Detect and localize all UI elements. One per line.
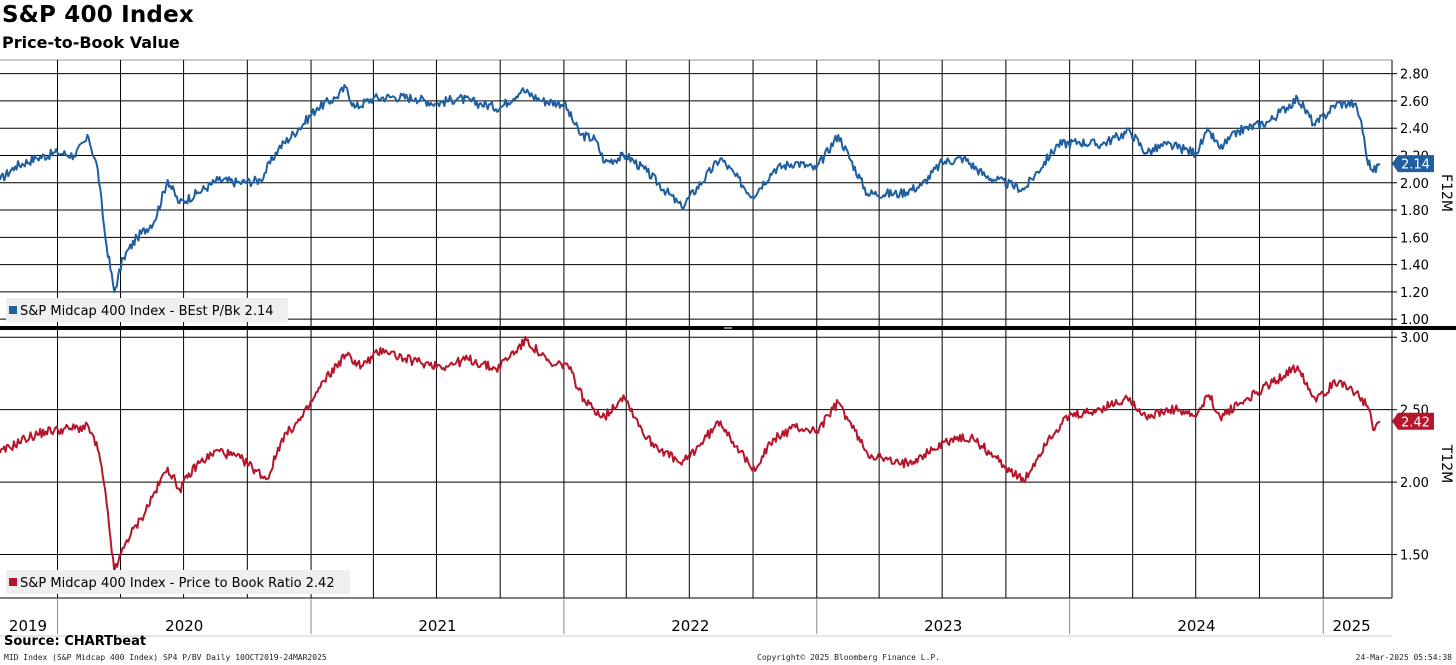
top-ytick-label: 2.40 [1400, 122, 1429, 137]
bottom-legend-swatch [9, 578, 17, 586]
bottom-last-value-label: 2.42 [1401, 415, 1430, 430]
bottom-series-line [0, 336, 1381, 573]
x-axis-year-label: 2022 [671, 617, 709, 635]
x-axis-year-label: 2025 [1333, 617, 1371, 635]
top-legend-box [6, 298, 288, 322]
chart-title: S&P 400 Index [2, 2, 194, 28]
bottom-axis-title: T12M [1438, 444, 1454, 483]
bottom-legend-box [6, 570, 350, 594]
footer-timestamp: 24-Mar-2025 05:54:38 [1355, 653, 1452, 662]
top-last-value-label: 2.14 [1401, 158, 1430, 173]
top-series-line [0, 83, 1381, 293]
bottom-ytick-label: 3.00 [1400, 331, 1429, 346]
top-ytick-label: 2.60 [1400, 95, 1429, 110]
bottom-last-value-badge [1392, 412, 1434, 430]
top-ytick-label: 2.00 [1400, 177, 1429, 192]
chart-subtitle: Price-to-Book Value [2, 33, 180, 52]
top-ytick-label: 1.20 [1400, 286, 1429, 301]
top-axis-title: F12M [1438, 174, 1454, 212]
x-axis-year-label: 2021 [418, 617, 456, 635]
top-last-value-badge [1392, 155, 1434, 173]
top-ytick-label: 1.60 [1400, 231, 1429, 246]
bottom-ytick-label: 2.00 [1400, 476, 1429, 491]
x-axis-year-label: 2019 [9, 617, 47, 635]
panel-divider-handle [724, 327, 732, 329]
bottom-legend-label: S&P Midcap 400 Index - Price to Book Rat… [20, 576, 335, 591]
top-legend-label: S&P Midcap 400 Index - BEst P/Bk 2.14 [20, 304, 274, 319]
bottom-ytick-label: 1.50 [1400, 549, 1429, 564]
top-ytick-label: 1.00 [1400, 313, 1429, 328]
source-note: Source: CHARTbeat [4, 634, 147, 649]
x-axis-year-label: 2020 [165, 617, 203, 635]
x-axis-year-label: 2024 [1177, 617, 1215, 635]
footer-security-info: MID Index (S&P Midcap 400 Index) SP4 P/B… [4, 653, 327, 662]
x-axis-year-label: 2023 [924, 617, 962, 635]
top-ytick-label: 2.80 [1400, 68, 1429, 83]
top-ytick-label: 1.80 [1400, 204, 1429, 219]
top-ytick-label: 1.40 [1400, 259, 1429, 274]
top-legend-swatch [9, 306, 17, 314]
footer-copyright: Copyright© 2025 Bloomberg Finance L.P. [757, 653, 941, 662]
